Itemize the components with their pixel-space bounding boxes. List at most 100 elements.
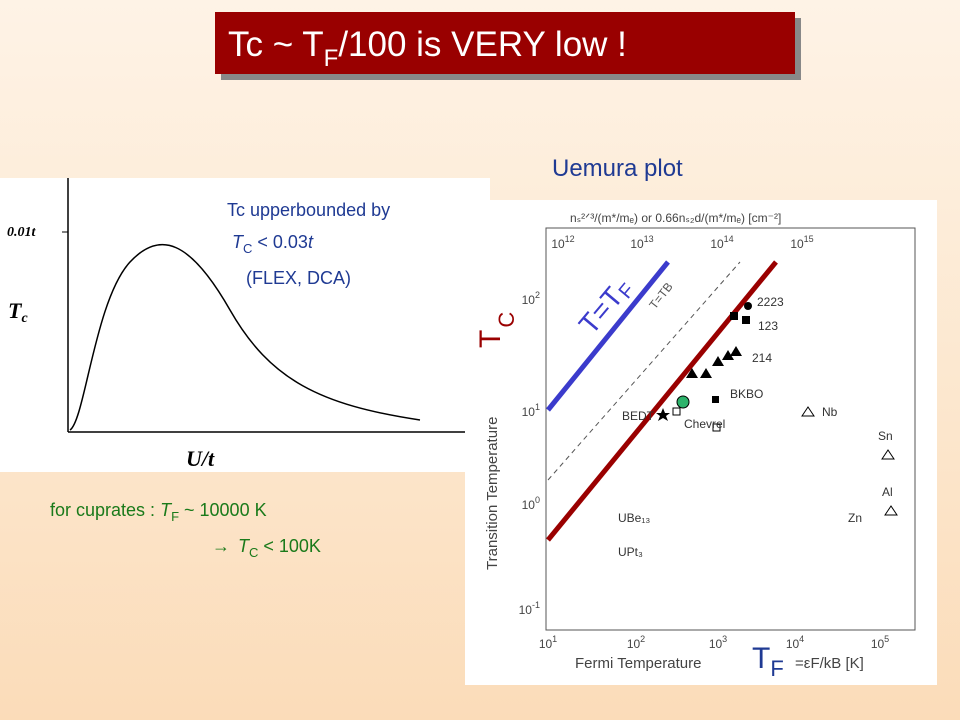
y-axis-label: Transition Temperature [484,417,501,570]
point-label: Nb [822,405,838,419]
marker-bedt [656,408,670,421]
tick-base: 10 [519,603,533,617]
y-label-main: T [8,298,23,323]
tick-base: 10 [871,637,885,651]
tick-base: 10 [709,637,723,651]
heading: Uemura plot [552,155,683,182]
tick-exp: 1 [535,402,540,412]
point-label: UPt₃ [618,545,643,559]
tick-exp: 4 [799,634,804,644]
markers [656,302,752,421]
tick-label: 102 [522,290,540,307]
tick-label: 100 [522,495,540,512]
y-label: Tc [8,298,28,326]
tick-exp: 1 [552,634,557,644]
tick-label: 1013 [630,234,653,251]
tick-base: 10 [522,405,536,419]
cuprates-note: for cuprates : TF ~ 10000 K → TC < 100K [50,500,321,560]
note-line: TC < 0.03t [232,232,314,256]
tf-line [546,260,670,412]
x-axis-formula: =εF/kB [K] [795,655,864,672]
marker-214 [686,346,742,378]
title: Tc ~ TF/100 is VERY low ! [228,25,627,72]
point-label: 214 [752,351,772,365]
text: for cuprates : [50,500,160,520]
point-labels: 2223 123 214 BKBO Chevrel BEDT Nb Sn Al Zn UBe₁₃ UP… [618,295,893,559]
note-line: Tc upperbounded by [227,200,390,220]
tick-exp: 2 [535,290,540,300]
note-var: T [232,232,245,252]
note-var: t [308,232,314,252]
overlay-text: T [474,330,507,348]
text: ~ 10000 K [179,500,267,520]
tc-curve [69,243,421,431]
cuprates-line: for cuprates : TF ~ 10000 K [50,500,267,524]
tick-base: 10 [710,237,724,251]
tick-base: 10 [539,637,553,651]
tick-label: 101 [522,402,540,419]
marker-2223 [744,302,752,310]
overlay-tfermi: TF [752,642,784,681]
tick-label: 105 [871,634,889,651]
tick-label: 1015 [790,234,813,251]
x-axis-label: Fermi Temperature [575,655,701,672]
tick-base: 10 [790,237,804,251]
marker-123 [742,316,750,324]
tick-label: 1014 [710,234,733,251]
tick-label: 104 [786,634,804,651]
note-text: < 0.03 [252,232,308,252]
marker-open [801,406,898,516]
tick-base: 10 [627,637,641,651]
tick-exp: 12 [565,234,575,244]
point-label: BKBO [730,387,763,401]
overlay-sub: F [770,656,783,681]
tf100-line [546,260,778,542]
plot-frame [545,227,916,631]
point-label: UBe₁₃ [618,511,650,525]
tick-base: 10 [551,237,565,251]
point-label: Zn [848,511,862,525]
var: T [160,500,173,520]
sub: C [249,545,258,560]
title-text: /100 is VERY low ! [338,25,627,64]
tick-exp: 15 [804,234,814,244]
note-line: (FLEX, DCA) [246,268,351,288]
overlay-tc: TC [474,312,519,348]
tick-base: 10 [522,498,536,512]
arrow: → [212,536,230,556]
dashed-line [547,261,741,481]
note-sub: C [243,241,252,256]
point-label: Sn [878,429,893,443]
marker-123 [730,312,738,320]
sub: F [171,509,179,524]
point-label: Al [882,485,893,499]
point-label: 123 [758,319,778,333]
top-axis-label: nₛ²ᐟ³/(m*/mₑ) or 0.66nₛ₂d/(m*/mₑ) [cm⁻²] [570,211,781,225]
y-label-sub: c [21,311,28,326]
y-tick-label: 0.01t [7,225,37,240]
tick-label: 101 [539,634,557,651]
left-figure [0,178,490,472]
cuprates-line: → TC < 100K [212,536,321,560]
marker-bkbo [712,396,719,403]
tick-exp: 2 [640,634,645,644]
tick-base: 10 [522,293,536,307]
note: Tc upperbounded by TC < 0.03t (FLEX, DCA… [227,200,390,288]
tick-label: 103 [709,634,727,651]
tick-exp: -1 [532,600,540,610]
marker-open [712,423,721,432]
marker-chevrel [676,395,690,409]
var: T [238,536,251,556]
title-box [215,12,795,74]
point-label: Chevrel [684,417,725,431]
text: < 100K [258,536,321,556]
tick-exp: 3 [722,634,727,644]
tick-label: 102 [627,634,645,651]
tick-base: 10 [630,237,644,251]
title-text: Tc ~ T [228,25,324,64]
point-label: BEDT [622,409,655,423]
tick-exp: 13 [644,234,654,244]
